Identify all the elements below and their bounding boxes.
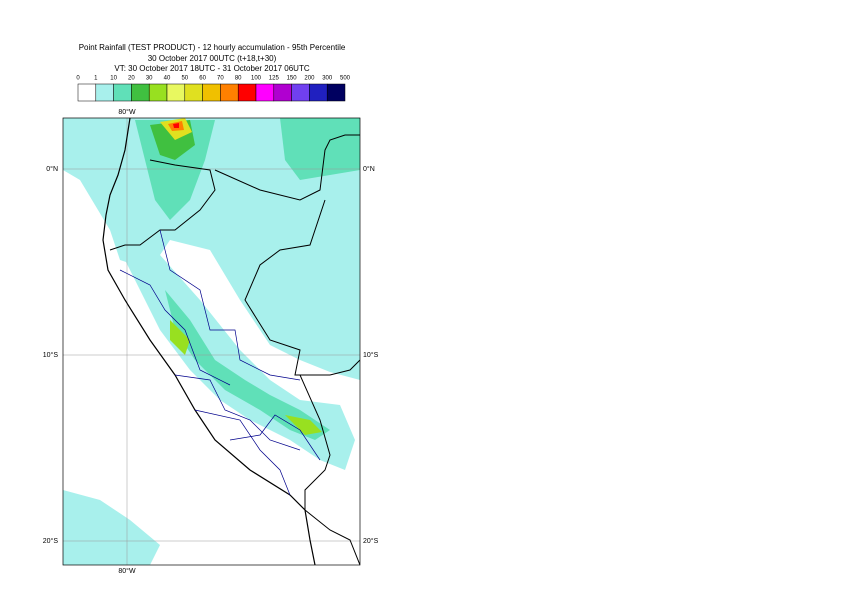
lat-label-left: 10°S bbox=[43, 351, 59, 359]
title: Point Rainfall (TEST PRODUCT) - 12 hourl… bbox=[79, 43, 346, 52]
lon-label-bottom: 80°W bbox=[118, 567, 136, 575]
lat-label-left: 0°N bbox=[46, 165, 58, 173]
map-frame bbox=[62, 117, 361, 566]
legend-swatch bbox=[113, 83, 132, 102]
legend-swatch bbox=[131, 83, 150, 102]
legend-label: 500 bbox=[340, 76, 351, 82]
legend-label: 40 bbox=[164, 76, 171, 82]
legend-swatch bbox=[220, 83, 239, 102]
legend-label: 0 bbox=[76, 76, 80, 82]
legend-label: 150 bbox=[287, 76, 298, 82]
legend-label: 50 bbox=[181, 76, 188, 82]
legend-label: 20 bbox=[128, 76, 135, 82]
legend-swatch bbox=[326, 83, 346, 102]
lat-label-left: 20°S bbox=[43, 537, 59, 545]
legend-label: 30 bbox=[146, 76, 153, 82]
legend-label: 60 bbox=[199, 76, 206, 82]
legend-label: 1 bbox=[94, 76, 98, 82]
lat-label-right: 0°N bbox=[363, 165, 375, 173]
lon-label-top: 80°W bbox=[118, 108, 136, 116]
map bbox=[63, 118, 360, 565]
legend-swatch bbox=[148, 83, 168, 102]
legend-label: 10 bbox=[110, 76, 117, 82]
legend-swatch bbox=[95, 83, 114, 102]
legend-swatch bbox=[184, 83, 203, 102]
legend-swatch bbox=[309, 83, 328, 102]
valid-time: VT: 30 October 2017 18UTC - 31 October 2… bbox=[114, 64, 309, 73]
legend-swatch bbox=[202, 83, 221, 102]
legend-label: 200 bbox=[304, 76, 315, 82]
legend-swatch bbox=[291, 83, 310, 102]
legend: 0 1 10 20 30 40 50 60 70 80 100 125 150 200 300 500 bbox=[76, 76, 351, 102]
legend-label: 80 bbox=[235, 76, 242, 82]
legend-swatch bbox=[77, 83, 97, 102]
lat-label-right: 20°S bbox=[363, 537, 379, 545]
legend-swatch bbox=[166, 83, 186, 102]
legend-label: 70 bbox=[217, 76, 224, 82]
base-time: 30 October 2017 00UTC (t+18,t+30) bbox=[148, 54, 277, 63]
legend-swatch bbox=[237, 83, 257, 102]
legend-label: 300 bbox=[322, 76, 333, 82]
legend-label: 125 bbox=[269, 76, 280, 82]
lat-label-right: 10°S bbox=[363, 351, 379, 359]
legend-swatch bbox=[255, 83, 275, 102]
legend-swatch bbox=[273, 83, 292, 102]
legend-label: 100 bbox=[251, 76, 262, 82]
